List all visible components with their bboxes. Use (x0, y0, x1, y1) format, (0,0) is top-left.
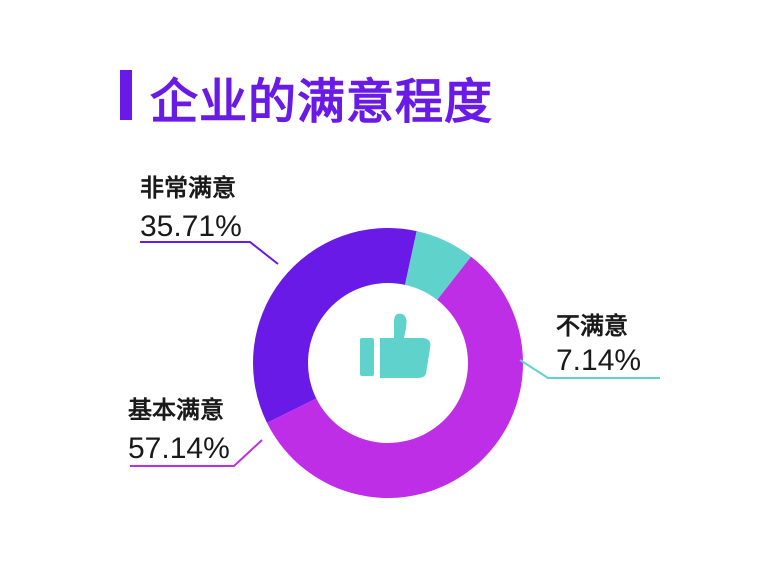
slice-2 (266, 256, 523, 498)
slice-label-2: 基本满意 (128, 396, 224, 424)
leader-line-2 (130, 439, 263, 467)
thumbs-up-icon (360, 313, 431, 378)
slice-1 (404, 231, 472, 300)
slice-value-0: 35.71% (140, 210, 242, 243)
title-accent-bar (120, 70, 132, 120)
slice-0 (253, 227, 417, 423)
chart-title: 企业的满意程度 (150, 74, 494, 130)
slice-value-1: 7.14% (556, 344, 641, 377)
leader-line-0 (140, 241, 279, 265)
slice-label-0: 非常满意 (140, 174, 236, 202)
slice-label-1: 不满意 (556, 312, 628, 340)
leader-line-1 (519, 359, 660, 379)
slice-value-2: 57.14% (128, 432, 230, 465)
